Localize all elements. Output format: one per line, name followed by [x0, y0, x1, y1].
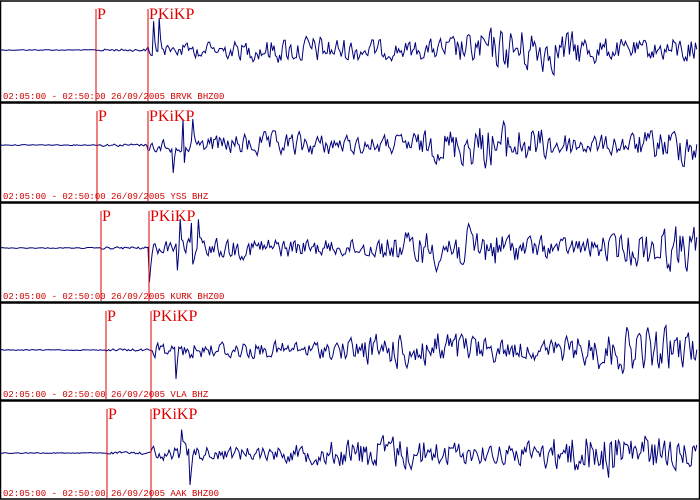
phase-label: PKiKP [150, 208, 195, 225]
trace-caption: 02:05:00 - 02:50:00 26/09/2005 YSS BHZ [3, 192, 209, 202]
waveform [0, 429, 698, 486]
phase-label: PKiKP [152, 406, 197, 423]
trace-caption: 02:05:00 - 02:50:00 26/09/2005 VLA BHZ [3, 390, 209, 400]
trace-caption: 02:05:00 - 02:50:00 26/09/2005 BRVK BHZ0… [3, 92, 224, 102]
waveform [0, 218, 698, 283]
phase-label: P [102, 208, 111, 225]
phase-label: PKiKP [152, 308, 197, 325]
trace-caption: 02:05:00 - 02:50:00 26/09/2005 KURK BHZ0… [3, 292, 224, 302]
phase-label: P [107, 308, 116, 325]
waveform [0, 323, 698, 380]
waveform [0, 118, 698, 173]
phase-label: P [108, 406, 117, 423]
phase-label: PKiKP [149, 108, 194, 125]
phase-label: PKiKP [149, 6, 194, 23]
waveform [0, 18, 698, 77]
seismogram-panel: P PKiKP 02:05:00 - 02:50:00 26/09/2005 BRV… [0, 0, 700, 103]
phase-label: P [98, 108, 107, 125]
phase-label: P [97, 6, 106, 23]
trace-caption: 02:05:00 - 02:50:00 26/09/2005 AAK BHZ00 [3, 489, 219, 499]
